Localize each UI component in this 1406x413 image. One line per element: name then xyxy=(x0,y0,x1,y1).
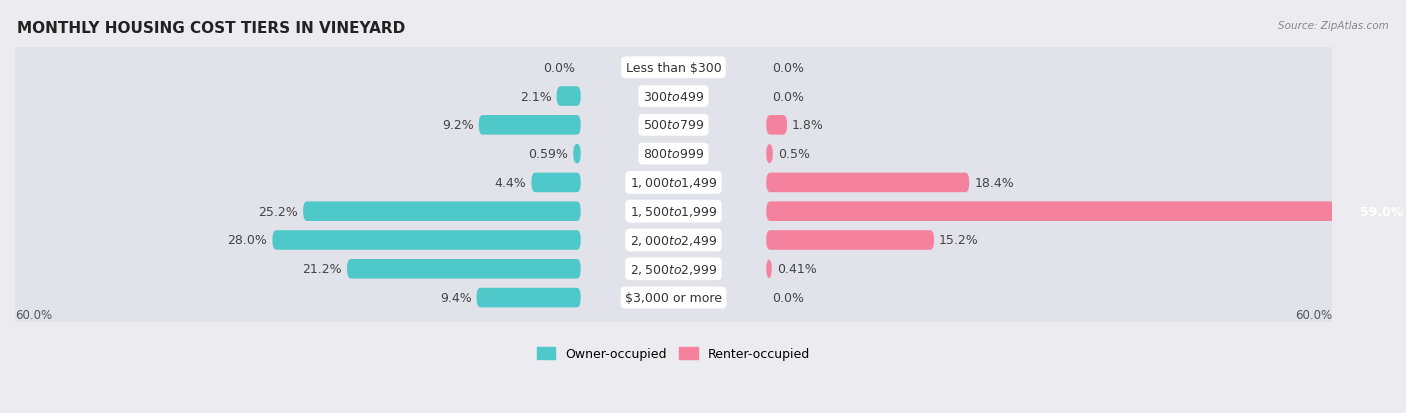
Text: 28.0%: 28.0% xyxy=(228,234,267,247)
Legend: Owner-occupied, Renter-occupied: Owner-occupied, Renter-occupied xyxy=(531,342,815,366)
FancyBboxPatch shape xyxy=(347,259,581,279)
Text: 0.0%: 0.0% xyxy=(772,291,804,304)
Text: Less than $300: Less than $300 xyxy=(626,62,721,75)
Text: 60.0%: 60.0% xyxy=(15,309,52,321)
FancyBboxPatch shape xyxy=(574,145,581,164)
Text: 21.2%: 21.2% xyxy=(302,263,342,275)
FancyBboxPatch shape xyxy=(766,259,772,279)
FancyBboxPatch shape xyxy=(766,230,934,250)
FancyBboxPatch shape xyxy=(6,44,1341,93)
Text: 0.0%: 0.0% xyxy=(543,62,575,75)
FancyBboxPatch shape xyxy=(6,187,1341,236)
FancyBboxPatch shape xyxy=(6,101,1341,150)
FancyBboxPatch shape xyxy=(766,145,773,164)
Text: 0.0%: 0.0% xyxy=(772,90,804,103)
FancyBboxPatch shape xyxy=(6,273,1341,322)
FancyBboxPatch shape xyxy=(6,159,1341,207)
Text: $1,000 to $1,499: $1,000 to $1,499 xyxy=(630,176,717,190)
Text: 0.0%: 0.0% xyxy=(772,62,804,75)
Text: 0.5%: 0.5% xyxy=(778,148,810,161)
FancyBboxPatch shape xyxy=(6,72,1341,121)
Text: 2.1%: 2.1% xyxy=(520,90,551,103)
Text: 0.59%: 0.59% xyxy=(529,148,568,161)
FancyBboxPatch shape xyxy=(6,216,1341,265)
Text: $2,000 to $2,499: $2,000 to $2,499 xyxy=(630,233,717,247)
FancyBboxPatch shape xyxy=(557,87,581,107)
Text: $300 to $499: $300 to $499 xyxy=(643,90,704,103)
Text: $3,000 or more: $3,000 or more xyxy=(626,291,723,304)
Text: 4.4%: 4.4% xyxy=(495,176,526,190)
FancyBboxPatch shape xyxy=(478,116,581,135)
Text: $500 to $799: $500 to $799 xyxy=(643,119,704,132)
Text: 15.2%: 15.2% xyxy=(939,234,979,247)
Text: 1.8%: 1.8% xyxy=(792,119,824,132)
Text: 9.2%: 9.2% xyxy=(441,119,474,132)
Text: 0.41%: 0.41% xyxy=(776,263,817,275)
Text: Source: ZipAtlas.com: Source: ZipAtlas.com xyxy=(1278,21,1389,31)
Text: $2,500 to $2,999: $2,500 to $2,999 xyxy=(630,262,717,276)
FancyBboxPatch shape xyxy=(6,244,1341,294)
FancyBboxPatch shape xyxy=(766,116,787,135)
FancyBboxPatch shape xyxy=(531,173,581,193)
Text: 18.4%: 18.4% xyxy=(974,176,1014,190)
Text: $1,500 to $1,999: $1,500 to $1,999 xyxy=(630,205,717,218)
Text: 9.4%: 9.4% xyxy=(440,291,471,304)
FancyBboxPatch shape xyxy=(6,130,1341,179)
Text: MONTHLY HOUSING COST TIERS IN VINEYARD: MONTHLY HOUSING COST TIERS IN VINEYARD xyxy=(17,21,405,36)
FancyBboxPatch shape xyxy=(766,202,1406,221)
FancyBboxPatch shape xyxy=(304,202,581,221)
FancyBboxPatch shape xyxy=(766,173,969,193)
FancyBboxPatch shape xyxy=(273,230,581,250)
Text: 59.0%: 59.0% xyxy=(1360,205,1403,218)
Text: 60.0%: 60.0% xyxy=(1295,309,1331,321)
Text: 25.2%: 25.2% xyxy=(259,205,298,218)
Text: $800 to $999: $800 to $999 xyxy=(643,148,704,161)
FancyBboxPatch shape xyxy=(477,288,581,308)
